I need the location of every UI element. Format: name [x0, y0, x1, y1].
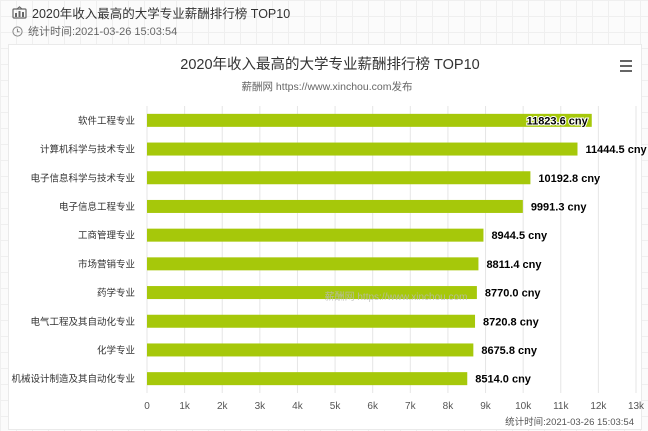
- bar: [147, 314, 476, 328]
- y-category-label: 电气工程及其自动化专业: [30, 316, 135, 328]
- y-category-label: 软件工程专业: [78, 115, 135, 127]
- x-tick-label: 4k: [292, 401, 304, 412]
- x-tick-label: 7k: [405, 401, 417, 412]
- hamburger-icon: [620, 60, 632, 62]
- x-tick-label: 2k: [217, 401, 229, 412]
- x-tick-label: 11k: [553, 401, 569, 412]
- x-tick-label: 9k: [480, 401, 492, 412]
- y-category-label: 药学专业: [97, 287, 135, 299]
- y-category-label: 市场营销专业: [78, 258, 135, 270]
- bar: [147, 228, 484, 242]
- clock-icon: [12, 25, 23, 37]
- x-tick-label: 5k: [330, 401, 342, 412]
- chart-credit: 统计时间:2021-03-26 15:03:54: [505, 416, 634, 428]
- page-header: 2020年收入最高的大学专业薪酬排行榜 TOP10: [12, 3, 290, 21]
- data-label: 11444.5 cny: [585, 144, 647, 156]
- bar: [147, 372, 468, 386]
- data-label: 11823.6 cny: [527, 115, 589, 127]
- watermark: 薪酬网 https://www.xinchou.com: [325, 291, 468, 303]
- data-label: 8770.0 cny: [485, 288, 542, 300]
- data-labels: 11823.6 cny 11444.5 cny 10192.8 cny 9991.3 …: [474, 114, 648, 386]
- data-label: 10192.8 cny: [538, 173, 601, 185]
- y-axis-labels: 软件工程专业计算机科学与技术专业电子信息科学与技术专业电子信息工程专业工商管理专…: [11, 115, 135, 385]
- x-tick-label: 0: [144, 401, 150, 412]
- y-category-label: 机械设计制造及其自动化专业: [11, 373, 135, 385]
- bar: [147, 343, 474, 357]
- x-tick-label: 8k: [443, 401, 455, 412]
- data-label: 8811.4 cny: [486, 259, 542, 271]
- bar: [147, 199, 523, 213]
- data-label: 8944.5 cny: [491, 230, 548, 242]
- x-axis-labels: 0 1k 2k 3k 4k 5k 6k 7k 8k 9k 10k 11k 12k 13k: [144, 401, 645, 412]
- page-meta: 统计时间:2021-03-26 15:03:54: [12, 23, 177, 39]
- data-label: 8720.8 cny: [483, 316, 540, 328]
- bar: [147, 257, 479, 271]
- x-tick-label: 10k: [515, 401, 532, 412]
- y-category-label: 计算机科学与技术专业: [40, 144, 135, 156]
- page-title: 2020年收入最高的大学专业薪酬排行榜 TOP10: [32, 6, 291, 21]
- bars-layer: [147, 113, 592, 386]
- stat-time: 统计时间:2021-03-26 15:03:54: [28, 26, 178, 38]
- x-tick-label: 3k: [255, 401, 267, 412]
- y-category-label: 电子信息科学与技术专业: [30, 172, 135, 184]
- data-label: 8514.0 cny: [475, 374, 532, 386]
- y-category-label: 工商管理专业: [78, 230, 135, 242]
- bar: [147, 113, 592, 127]
- chart-title: 2020年收入最高的大学专业薪酬排行榜 TOP10: [180, 56, 479, 73]
- data-label: 8675.8 cny: [481, 345, 538, 357]
- x-tick-label: 13k: [628, 401, 645, 412]
- chart-menu-button[interactable]: [618, 59, 634, 73]
- chart-subtitle: 薪酬网 https://www.xinchou.com发布: [242, 80, 413, 93]
- data-label: 9991.3 cny: [531, 201, 588, 213]
- chart-icon: [12, 5, 27, 19]
- x-tick-label: 6k: [367, 401, 379, 412]
- y-category-label: 化学专业: [97, 344, 135, 356]
- bar: [147, 286, 477, 300]
- x-tick-label: 12k: [590, 401, 607, 412]
- bar: [147, 142, 578, 156]
- x-tick-label: 1k: [179, 401, 191, 412]
- bar: [147, 171, 531, 185]
- y-category-label: 电子信息工程专业: [59, 201, 135, 213]
